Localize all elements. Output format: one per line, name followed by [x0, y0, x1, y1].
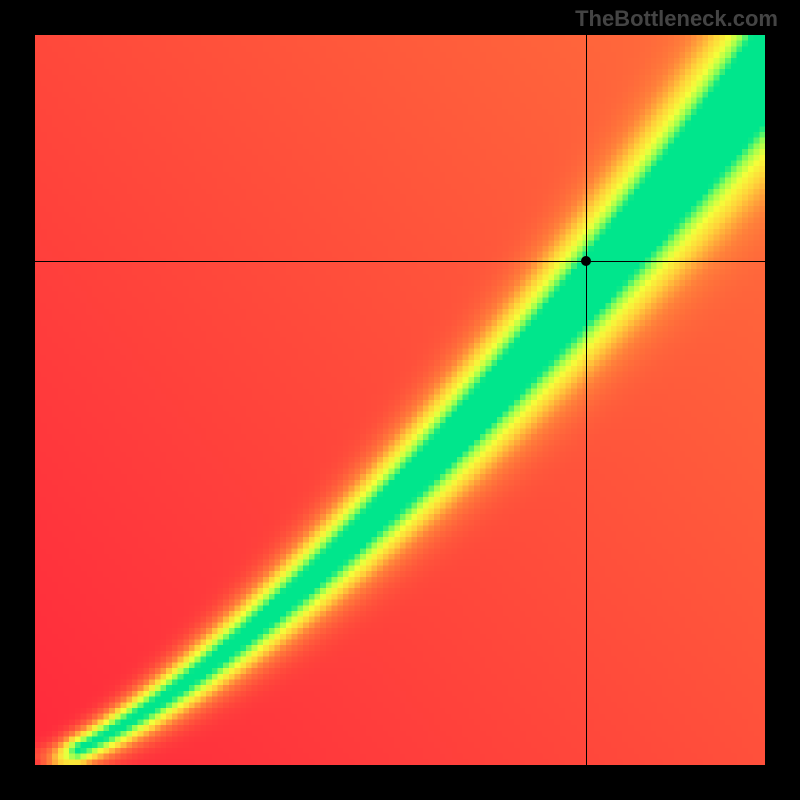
crosshair-vertical	[586, 35, 587, 765]
heatmap-plot	[35, 35, 765, 765]
crosshair-horizontal	[35, 261, 765, 262]
heatmap-canvas	[35, 35, 765, 765]
watermark-text: TheBottleneck.com	[575, 6, 778, 32]
crosshair-dot	[581, 256, 591, 266]
